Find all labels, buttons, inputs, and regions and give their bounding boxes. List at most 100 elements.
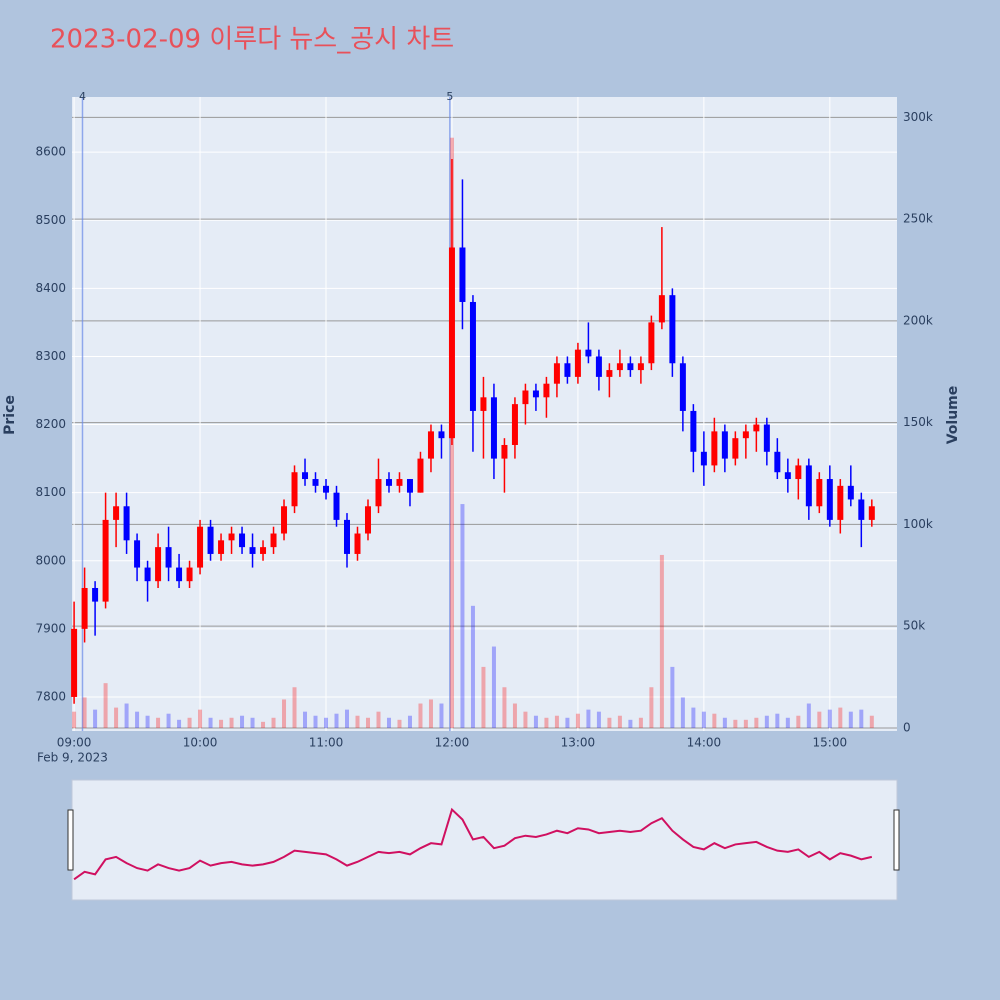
- range-slider[interactable]: [71, 779, 898, 901]
- range-handle[interactable]: [67, 809, 74, 871]
- y-tick-label: 7900: [35, 621, 66, 635]
- candle-body: [532, 390, 539, 398]
- candle-body: [606, 370, 613, 377]
- candle-body: [501, 444, 508, 459]
- volume-bar: [533, 715, 538, 728]
- y-tick-label: 8600: [35, 145, 66, 159]
- volume-bar: [82, 697, 87, 728]
- volume-bar: [282, 699, 287, 728]
- volume-bar: [229, 717, 234, 728]
- candle-body: [81, 587, 88, 629]
- volume-bar: [722, 717, 727, 728]
- range-handle[interactable]: [893, 809, 900, 871]
- volume-bar: [208, 717, 213, 728]
- volume-bar: [491, 646, 496, 728]
- candle-body: [490, 397, 497, 459]
- candle-body: [595, 356, 602, 377]
- volume-bar: [796, 715, 801, 728]
- candle-body: [826, 479, 833, 520]
- plot-area: [72, 97, 897, 731]
- volume-bar: [240, 715, 245, 728]
- volume-bar: [764, 715, 769, 728]
- y2-axis-label: Volume: [945, 386, 961, 445]
- volume-bar: [135, 711, 140, 728]
- volume-bar: [292, 687, 297, 728]
- volume-bar: [670, 666, 675, 728]
- candle-body: [375, 479, 382, 507]
- volume-bar: [439, 703, 444, 728]
- volume-bar: [103, 683, 108, 728]
- volume-bar: [124, 703, 129, 728]
- volume-bar: [271, 717, 276, 728]
- candle-body: [207, 526, 214, 554]
- candle-body: [574, 349, 581, 377]
- candle-body: [218, 540, 225, 554]
- candle-body: [291, 472, 298, 507]
- volume-bar: [817, 711, 822, 728]
- candle-body: [427, 431, 434, 459]
- volume-bar: [72, 711, 77, 728]
- volume-bar: [376, 711, 381, 728]
- candle-body: [228, 533, 235, 541]
- volume-bar: [712, 713, 717, 728]
- candle-body: [511, 404, 518, 445]
- candle-body: [92, 587, 99, 602]
- volume-bar: [596, 711, 601, 728]
- candle-body: [585, 349, 592, 357]
- candle-body: [144, 567, 151, 582]
- candle-body: [323, 485, 330, 493]
- volume-bar: [386, 717, 391, 728]
- candle-body: [302, 472, 309, 480]
- candle-body: [543, 383, 550, 398]
- y2-tick-label: 250k: [903, 212, 933, 226]
- y-tick-label: 8000: [35, 553, 66, 567]
- y-tick-label: 8100: [35, 485, 66, 499]
- volume-bar: [187, 717, 192, 728]
- y2-tick-label: 150k: [903, 415, 933, 429]
- volume-bar: [345, 709, 349, 728]
- candle-body: [165, 547, 172, 568]
- volume-bar: [198, 709, 203, 728]
- candle-body: [732, 438, 739, 459]
- volume-bar: [691, 707, 696, 728]
- x-tick-label: 14:00: [687, 736, 722, 750]
- y2-tick-label: 300k: [903, 110, 933, 124]
- candle-body: [396, 479, 403, 486]
- candle-body: [816, 479, 823, 507]
- candle-body: [113, 506, 120, 520]
- volume-bar: [607, 717, 612, 728]
- candle-body: [176, 567, 183, 582]
- x-tick-label: 12:00: [435, 736, 470, 750]
- x-tick-label: 15:00: [813, 736, 848, 750]
- candle-body: [690, 410, 697, 452]
- volume-bar: [397, 719, 402, 728]
- candle-body: [249, 547, 256, 554]
- volume-bar: [680, 697, 685, 728]
- candle-body: [123, 506, 130, 541]
- x-tick-label: 09:00: [57, 736, 92, 750]
- candle-body: [134, 540, 141, 568]
- volume-bar: [250, 717, 255, 728]
- volume-bar: [869, 715, 874, 728]
- candle-body: [784, 472, 791, 480]
- volume-bar: [93, 709, 98, 728]
- volume-bar: [261, 721, 266, 728]
- candle-body: [448, 247, 455, 439]
- volume-bar: [859, 709, 864, 728]
- volume-bar: [114, 707, 119, 728]
- volume-bar: [460, 504, 465, 728]
- candle-body: [627, 363, 634, 371]
- candle-body: [679, 363, 686, 411]
- volume-bar: [470, 605, 475, 728]
- y-tick-label: 8200: [35, 417, 66, 431]
- volume-bar: [838, 707, 843, 728]
- candle-body: [333, 492, 340, 520]
- x-tick-label: 10:00: [183, 736, 218, 750]
- x-tick-label: 13:00: [561, 736, 596, 750]
- candle-body: [711, 431, 718, 466]
- volume-bar: [428, 699, 433, 728]
- y2-tick-label: 100k: [903, 517, 933, 531]
- y2-tick-label: 200k: [903, 313, 933, 327]
- candle-body: [197, 526, 204, 568]
